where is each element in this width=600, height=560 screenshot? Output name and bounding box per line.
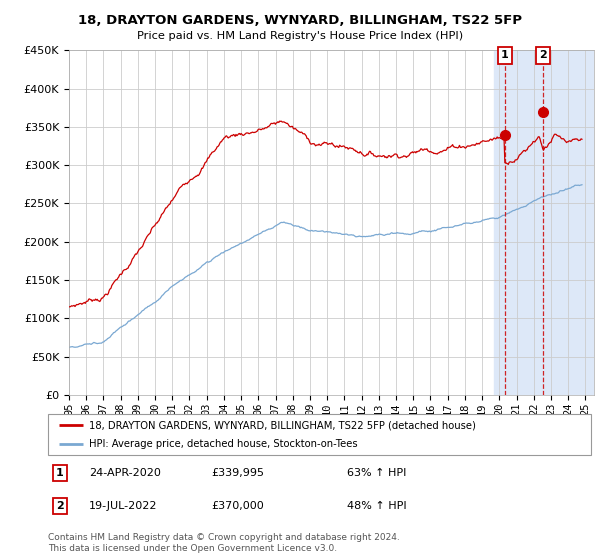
Text: 2: 2 — [56, 501, 64, 511]
Text: HPI: Average price, detached house, Stockton-on-Tees: HPI: Average price, detached house, Stoc… — [89, 439, 358, 449]
Text: 24-APR-2020: 24-APR-2020 — [89, 468, 161, 478]
Text: £339,995: £339,995 — [211, 468, 264, 478]
Text: 48% ↑ HPI: 48% ↑ HPI — [347, 501, 406, 511]
Text: 1: 1 — [56, 468, 64, 478]
Text: 2: 2 — [539, 50, 547, 60]
Text: Price paid vs. HM Land Registry's House Price Index (HPI): Price paid vs. HM Land Registry's House … — [137, 31, 463, 41]
Text: Contains HM Land Registry data © Crown copyright and database right 2024.
This d: Contains HM Land Registry data © Crown c… — [48, 533, 400, 553]
Text: 63% ↑ HPI: 63% ↑ HPI — [347, 468, 406, 478]
Text: 19-JUL-2022: 19-JUL-2022 — [89, 501, 157, 511]
Text: 18, DRAYTON GARDENS, WYNYARD, BILLINGHAM, TS22 5FP: 18, DRAYTON GARDENS, WYNYARD, BILLINGHAM… — [78, 14, 522, 27]
Bar — [494, 50, 594, 395]
Text: £370,000: £370,000 — [211, 501, 263, 511]
Text: 18, DRAYTON GARDENS, WYNYARD, BILLINGHAM, TS22 5FP (detached house): 18, DRAYTON GARDENS, WYNYARD, BILLINGHAM… — [89, 421, 476, 430]
Text: 1: 1 — [501, 50, 509, 60]
